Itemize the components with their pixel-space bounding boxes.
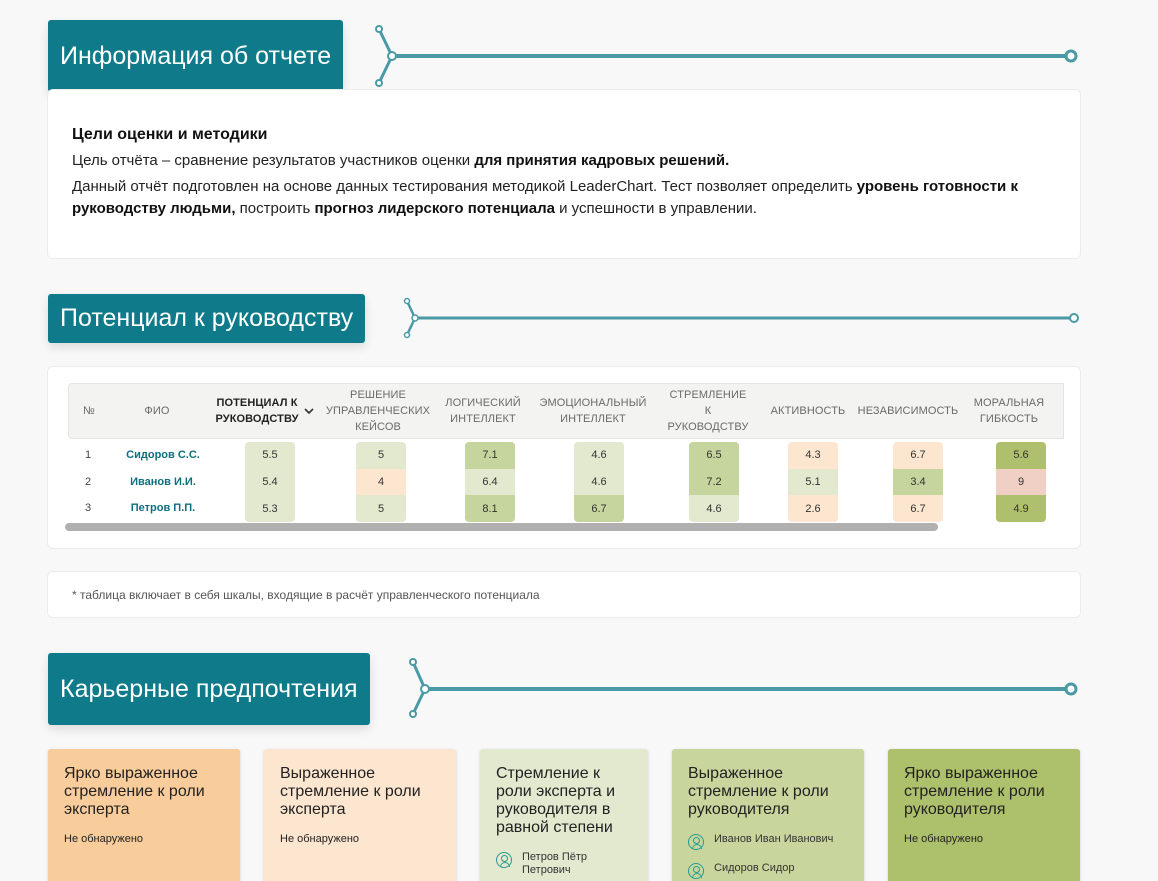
col-header-activity[interactable]: Активность [770, 405, 846, 417]
score-cell: 7.2 [689, 468, 739, 496]
career-card-empty: Не обнаружено [904, 833, 984, 845]
horizontal-scrollbar[interactable] [65, 523, 938, 531]
table-row: 3 Петров П.П. [68, 495, 1064, 521]
person-item[interactable]: Сидоров Сидор [688, 862, 848, 879]
table-footnote: * таблица включает в себя шкалы, входящи… [47, 571, 1081, 618]
score-cell: 5.5 [245, 442, 295, 469]
score-cell: 6.7 [574, 495, 624, 522]
score-cell: 4.6 [574, 468, 624, 496]
connector-line-icon [403, 297, 1079, 339]
user-icon [688, 834, 704, 850]
table-body: 1 Сидоров С.С. 2 Иванов И.И. 3 Петров П.… [68, 442, 1064, 522]
score-column-drive: 6.5 7.2 4.6 [689, 442, 739, 522]
chevron-down-icon[interactable] [304, 408, 314, 414]
career-card-title: Выраженное стремление к роли руководител… [688, 765, 829, 818]
career-card-empty: Не обнаружено [280, 833, 360, 845]
score-column-logic: 7.1 6.4 8.1 [465, 442, 515, 522]
info-goal-text: Цель отчёта – сравнение результатов учас… [72, 152, 730, 169]
score-cell: 9 [996, 468, 1046, 496]
score-cell: 5 [356, 495, 406, 522]
score-cell: 4.6 [689, 495, 739, 522]
col-header-cases[interactable]: Решение управленческих кейсов [325, 389, 431, 433]
info-method-text: Данный отчёт подготовлен на основе данны… [72, 178, 1018, 217]
table-row: 2 Иванов И.И. [68, 469, 1064, 495]
section-title: Информация об отчете [48, 20, 344, 92]
col-header-potential[interactable]: Потенциал к руководству [205, 395, 323, 427]
col-header-moral[interactable]: Моральная гибкость [973, 397, 1045, 425]
score-cell: 8.1 [465, 495, 515, 522]
score-column-independence: 6.7 3.4 6.7 [893, 442, 943, 522]
col-header-name: ФИО [144, 405, 170, 417]
row-number: 1 [84, 449, 92, 461]
score-column-activity: 4.3 5.1 2.6 [788, 442, 838, 522]
col-header-num: № [83, 405, 95, 417]
career-card-title: Ярко выраженное стремление к роли руково… [904, 765, 1045, 818]
career-card-title: Выраженное стремление к роли эксперта [280, 765, 421, 818]
career-card-title: Стремление к роли эксперта и руководител… [496, 765, 616, 836]
score-cell: 6.7 [893, 495, 943, 522]
col-header-logic[interactable]: Логический интеллект [445, 397, 521, 425]
report-info-card: Цели оценки и методики Цель отчёта – сра… [47, 89, 1081, 259]
connector-line-icon [409, 658, 1078, 718]
score-cell: 4.3 [788, 442, 838, 469]
score-column-moral: 5.6 9 4.9 [996, 442, 1046, 522]
person-name: Петров Пётр Петрович [522, 851, 588, 876]
info-heading: Цели оценки и методики [72, 126, 268, 143]
person-name: Сидоров Сидор [714, 862, 795, 874]
career-card-balanced: Стремление к роли эксперта и руководител… [480, 749, 648, 881]
section-title: Потенциал к руководству [48, 294, 366, 343]
career-card-title: Ярко выраженное стремление к роли экспер… [64, 765, 205, 818]
user-icon [688, 863, 704, 879]
score-cell: 5 [356, 442, 406, 469]
section-header-info: Информация об отчете [48, 20, 344, 92]
score-column-emotional: 4.6 4.6 6.7 [574, 442, 624, 522]
connector-line-icon [375, 25, 1078, 87]
score-cell: 6.7 [893, 442, 943, 469]
score-column-potential: 5.5 5.4 5.3 [245, 442, 295, 522]
section-header-career: Карьерные предпочтения [48, 653, 370, 725]
career-card-strong-manager: Ярко выраженное стремление к роли руково… [888, 749, 1080, 881]
career-card-expert: Выраженное стремление к роли эксперта Не… [264, 749, 456, 881]
table-header: № ФИО Потенциал к руководству Решение уп… [68, 383, 1064, 439]
potential-table-card: № ФИО Потенциал к руководству Решение уп… [47, 366, 1081, 549]
person-name: Иванов Иван Иванович [714, 833, 834, 845]
score-cell: 6.4 [465, 468, 515, 496]
score-cell: 2.6 [788, 495, 838, 522]
col-header-drive[interactable]: Стремление к руководству [667, 389, 749, 433]
score-cell: 4.6 [574, 442, 624, 469]
score-cell: 5.3 [245, 495, 295, 522]
score-cell: 5.1 [788, 468, 838, 496]
section-title: Карьерные предпочтения [48, 653, 370, 725]
participant-link[interactable]: Иванов И.И. [130, 476, 196, 488]
score-column-cases: 5 4 5 [356, 442, 406, 522]
row-number: 2 [84, 476, 92, 488]
row-number: 3 [84, 502, 92, 514]
score-cell: 5.4 [245, 468, 295, 496]
score-cell: 3.4 [893, 468, 943, 496]
score-cell: 4 [356, 468, 406, 496]
career-card-manager: Выраженное стремление к роли руководител… [672, 749, 864, 881]
person-item[interactable]: Петров Пётр Петрович [496, 851, 632, 877]
career-card-empty: Не обнаружено [64, 833, 144, 845]
score-cell: 4.9 [996, 495, 1046, 522]
participant-link[interactable]: Сидоров С.С. [126, 449, 200, 461]
person-item[interactable]: Иванов Иван Иванович [688, 833, 848, 850]
section-header-potential: Потенциал к руководству [48, 294, 366, 343]
score-cell: 6.5 [689, 442, 739, 469]
col-header-independence[interactable]: Независимость [857, 405, 959, 417]
col-header-emotional[interactable]: Эмоциональный интеллект [539, 397, 647, 425]
table-row: 1 Сидоров С.С. [68, 442, 1064, 468]
score-cell: 5.6 [996, 442, 1046, 469]
participant-link[interactable]: Петров П.П. [130, 502, 196, 514]
career-card-strong-expert: Ярко выраженное стремление к роли экспер… [48, 749, 240, 881]
user-icon [496, 852, 512, 868]
score-cell: 7.1 [465, 442, 515, 469]
